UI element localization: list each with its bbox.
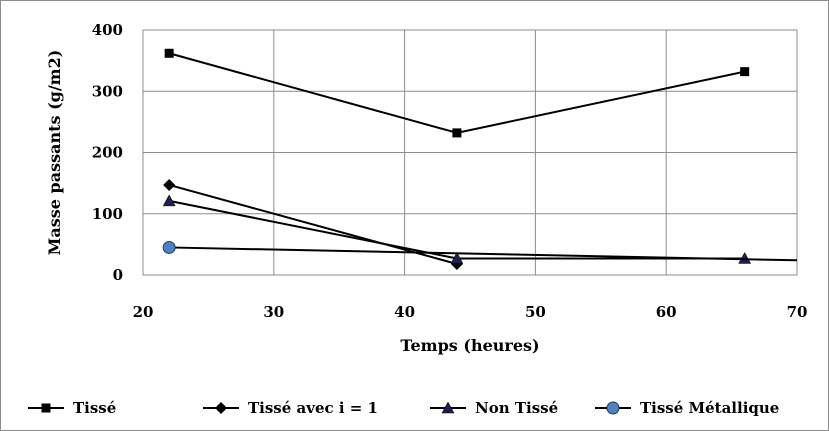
marker-triangle [162,194,176,207]
legend: Tissé Tissé avec i = 1 Non Tissé Tissé Méta… [28,399,779,417]
legend-item: Non Tissé [430,399,558,417]
y-tick-label: 400 [92,21,123,39]
marker-triangle [441,401,455,414]
marker-diamond [163,178,176,191]
y-tick-label: 300 [92,82,123,100]
legend-label: Tissé [73,399,116,417]
x-tick-label: 70 [787,303,808,321]
grid [142,29,798,276]
x-tick-label: 30 [263,303,284,321]
marker-square [740,67,750,77]
series-tisse-metallique [162,240,798,262]
series-line [169,246,798,262]
marker-circle [162,240,176,254]
legend-label: Non Tissé [475,399,558,417]
marker-triangle [450,251,464,264]
marker-square [41,403,51,413]
marker-circle [606,401,620,415]
plot-area [142,29,798,276]
marker-diamond [215,402,227,414]
series-tisse [164,48,750,138]
y-axis-ticks: 0 100 200 300 400 [92,21,123,284]
legend-item: Tissé [28,399,116,417]
x-axis-ticks: 20 30 40 50 60 70 [133,303,808,321]
legend-item: Tissé Métallique [595,399,779,417]
series-line [168,183,458,265]
y-tick-label: 200 [92,144,123,162]
legend-item: Tissé avec i = 1 [203,399,378,417]
series-layer [162,48,798,270]
x-tick-label: 50 [525,303,546,321]
y-tick-label: 100 [92,205,123,223]
y-tick-label: 0 [113,266,123,284]
x-axis-title: Temps (heures) [400,336,539,355]
x-tick-label: 60 [656,303,677,321]
marker-triangle [738,251,752,264]
x-tick-label: 40 [394,303,415,321]
series-tisse-avec-i-1 [163,178,463,270]
marker-square [164,48,174,58]
series-non-tisse [162,194,752,264]
series-line [168,52,745,134]
x-tick-label: 20 [133,303,154,321]
legend-label: Tissé avec i = 1 [248,399,378,417]
legend-label: Tissé Métallique [640,399,779,417]
y-axis-title: Masse passants (g/m2) [45,50,64,256]
marker-square [452,128,462,138]
